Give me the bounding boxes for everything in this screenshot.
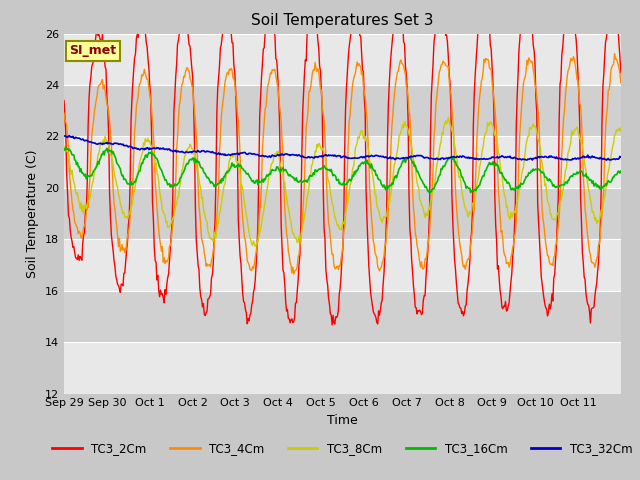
Bar <box>64 240 621 291</box>
Bar <box>64 188 621 240</box>
Text: SI_met: SI_met <box>70 44 116 58</box>
Bar <box>64 291 621 342</box>
Title: Soil Temperatures Set 3: Soil Temperatures Set 3 <box>251 13 434 28</box>
Bar <box>64 34 621 85</box>
Y-axis label: Soil Temperature (C): Soil Temperature (C) <box>26 149 39 278</box>
Bar <box>64 85 621 136</box>
X-axis label: Time: Time <box>327 414 358 427</box>
Bar <box>64 136 621 188</box>
Legend: TC3_2Cm, TC3_4Cm, TC3_8Cm, TC3_16Cm, TC3_32Cm: TC3_2Cm, TC3_4Cm, TC3_8Cm, TC3_16Cm, TC3… <box>47 437 637 460</box>
Bar <box>64 342 621 394</box>
